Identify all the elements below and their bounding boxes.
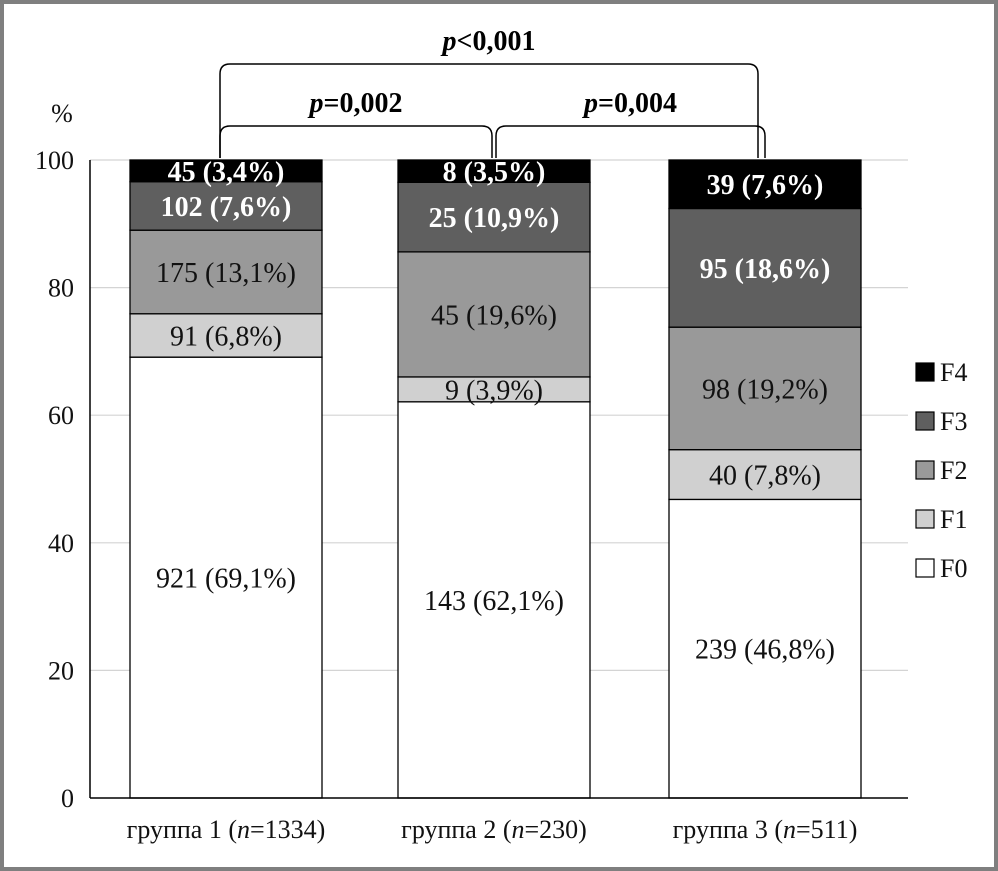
x-tick-label: группа 1 (n=1334) xyxy=(127,815,326,844)
p-value-symbol: p xyxy=(441,26,457,57)
data-label: 175 (13,1%) xyxy=(156,258,296,289)
p-value-text: =0,002 xyxy=(324,88,403,119)
p-value-label: p=0,004 xyxy=(582,88,677,119)
legend-label: F4 xyxy=(940,358,967,387)
data-label: 239 (46,8%) xyxy=(695,635,835,666)
p-value-text: <0,001 xyxy=(457,26,536,57)
data-label: 143 (62,1%) xyxy=(424,586,564,617)
x-tick-label-prefix: группа 1 ( xyxy=(127,815,237,844)
y-axis-label: % xyxy=(51,99,73,128)
data-label: 921 (69,1%) xyxy=(156,564,296,595)
x-tick-label-suffix: =511) xyxy=(796,815,857,844)
legend-label: F0 xyxy=(940,554,967,583)
bar-segment-f0 xyxy=(397,401,591,799)
segment-labels: 921 (69,1%) 91 (6,8%) 175 (13,1%) 102 (7,6%… xyxy=(156,157,835,666)
significance-bracket xyxy=(495,125,766,158)
data-label: 9 (3,9%) xyxy=(445,375,543,406)
bar-segment-f1 xyxy=(668,449,862,501)
bar-segment-f4 xyxy=(668,159,862,210)
x-tick-label-suffix: =230) xyxy=(525,815,587,844)
x-tick-label-prefix: группа 3 ( xyxy=(673,815,783,844)
legend-swatch-f3 xyxy=(915,411,935,431)
significance-bracket xyxy=(219,125,493,158)
legend-swatch-f4 xyxy=(915,362,935,382)
x-tick-label-n: n xyxy=(237,815,250,844)
bar-segment-f4 xyxy=(129,159,323,183)
p-value-symbol: p xyxy=(582,88,598,119)
x-tick-label-n: n xyxy=(512,815,525,844)
x-tick-label-suffix: =1334) xyxy=(250,815,325,844)
p-value-symbol: p xyxy=(308,88,324,119)
x-tick-label-prefix: группа 2 ( xyxy=(401,815,511,844)
data-label: 40 (7,8%) xyxy=(709,461,821,492)
p-value-label: p=0,002 xyxy=(308,88,403,119)
legend-label: F1 xyxy=(940,505,967,534)
x-tick-label: группа 2 (n=230) xyxy=(401,815,587,844)
bar-segment-f3 xyxy=(668,207,862,328)
p-value-text: =0,004 xyxy=(598,88,677,119)
bar-segment-f2 xyxy=(668,326,862,451)
bar-segment-f0 xyxy=(129,356,323,799)
data-label: 45 (3,4%) xyxy=(168,157,285,188)
significance-bracket xyxy=(219,63,759,158)
data-label: 8 (3,5%) xyxy=(443,157,546,188)
bars xyxy=(129,159,862,799)
legend: F4 F3 F2 F1 F0 xyxy=(915,358,967,583)
y-tick-label: 0 xyxy=(61,784,74,813)
data-label: 39 (7,6%) xyxy=(707,170,824,201)
data-label: 25 (10,9%) xyxy=(429,203,560,234)
bar-segment-f3 xyxy=(397,181,591,253)
data-label: 102 (7,6%) xyxy=(161,192,292,223)
legend-swatch-f0 xyxy=(915,558,935,578)
y-tick-label: 20 xyxy=(48,656,74,685)
legend-swatch-f1 xyxy=(915,509,935,529)
legend-swatch-f2 xyxy=(915,460,935,480)
data-label: 45 (19,6%) xyxy=(431,300,557,331)
y-tick-label: 100 xyxy=(35,146,74,175)
data-label: 98 (19,2%) xyxy=(702,374,828,405)
data-label: 95 (18,6%) xyxy=(700,254,831,285)
x-tick-label-n: n xyxy=(783,815,796,844)
y-tick-label: 40 xyxy=(48,529,74,558)
data-label: 91 (6,8%) xyxy=(170,321,282,352)
bar-segment-f2 xyxy=(397,251,591,378)
x-tick-label: группа 3 (n=511) xyxy=(673,815,858,844)
p-value-label: p<0,001 xyxy=(441,26,536,57)
bar-segment-f4 xyxy=(397,159,591,183)
legend-label: F3 xyxy=(940,407,967,436)
bar-segment-f0 xyxy=(668,498,862,799)
y-tick-label: 80 xyxy=(48,274,74,303)
y-tick-label: 60 xyxy=(48,401,74,430)
legend-label: F2 xyxy=(940,456,967,485)
